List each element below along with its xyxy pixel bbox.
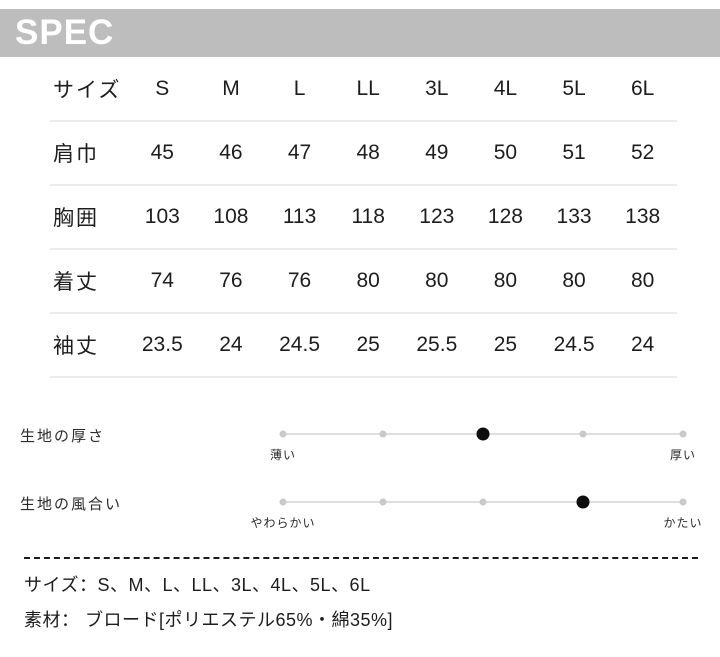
table-cell: 48: [333, 121, 403, 186]
table-cell: 23.5: [128, 313, 197, 378]
scale-step-dot: [279, 498, 287, 506]
table-cell: 128: [471, 185, 540, 250]
table-cell: 24.5: [265, 313, 334, 378]
table-cell: 80: [471, 249, 540, 314]
spec-section-header: SPEC: [0, 9, 720, 57]
column-header-ll: LL: [333, 57, 403, 122]
size-spec-table: サイズ S M L LL 3L 4L 5L 6L 肩巾 45 46 47 48 …: [50, 57, 677, 378]
table-row-sleeve-length: 袖丈 23.5 24 24.5 25 25.5 25 24.5 24: [50, 313, 677, 378]
scale-min-label: やわらかい: [250, 516, 316, 530]
table-cell: 25: [471, 313, 540, 378]
table-cell: 123: [402, 185, 472, 250]
table-header-row: サイズ S M L LL 3L 4L 5L 6L: [50, 57, 677, 122]
table-cell: 80: [402, 249, 472, 314]
table-cell: 103: [128, 185, 197, 250]
scale-step-dot: [679, 498, 687, 506]
column-header-3l: 3L: [402, 57, 472, 122]
product-notes: サイズ：S、M、L、LL、3L、4L、5L、6L 素材： ブロード[ポリエステル…: [24, 568, 720, 638]
table-cell: 24: [608, 313, 677, 378]
scale-step-dot: [379, 498, 387, 506]
table-cell: 49: [402, 121, 472, 186]
scale-step-dot: [479, 498, 487, 506]
table-cell: 80: [333, 249, 403, 314]
table-cell: 76: [265, 249, 334, 314]
fabric-rating-scales: 生地の厚さ 薄い 厚い 生地の風合い やわらかい かたい: [0, 405, 720, 541]
table-cell: 80: [539, 249, 609, 314]
column-header-5l: 5L: [539, 57, 609, 122]
scale-label: 生地の風合い: [20, 496, 123, 513]
scale-max-label: 厚い: [669, 448, 697, 462]
table-cell: 46: [196, 121, 266, 186]
scale-track: [279, 495, 687, 509]
scale-label: 生地の厚さ: [20, 428, 106, 445]
table-cell: 113: [265, 185, 334, 250]
row-label: 袖丈: [50, 313, 128, 378]
scale-max-label: かたい: [663, 516, 703, 530]
table-cell: 108: [196, 185, 266, 250]
table-cell: 24.5: [539, 313, 609, 378]
dashed-divider: [24, 557, 698, 559]
table-cell: 45: [128, 121, 197, 186]
table-cell: 74: [128, 249, 197, 314]
table-cell: 76: [196, 249, 266, 314]
scale-track: [279, 427, 687, 441]
scale-min-label: 薄い: [269, 448, 297, 462]
table-cell: 118: [333, 185, 403, 250]
scale-active-dot: [476, 427, 490, 441]
table-cell: 25: [333, 313, 403, 378]
table-cell: 138: [608, 185, 677, 250]
scale-active-dot: [576, 495, 590, 509]
column-header-s: S: [128, 57, 197, 122]
column-header-m: M: [196, 57, 266, 122]
fabric-thickness-scale: 生地の厚さ 薄い 厚い: [0, 405, 720, 473]
table-cell: 47: [265, 121, 334, 186]
table-cell: 52: [608, 121, 677, 186]
scale-step-dot: [679, 430, 687, 438]
column-header-4l: 4L: [471, 57, 540, 122]
table-cell: 50: [471, 121, 540, 186]
table-cell: 80: [608, 249, 677, 314]
table-cell: 24: [196, 313, 266, 378]
table-cell: 25.5: [402, 313, 472, 378]
table-cell: 51: [539, 121, 609, 186]
table-row-shoulder-width: 肩巾 45 46 47 48 49 50 51 52: [50, 121, 677, 186]
table-row-chest: 胸囲 103 108 113 118 123 128 133 138: [50, 185, 677, 250]
fabric-texture-scale: 生地の風合い やわらかい かたい: [0, 473, 720, 541]
scale-step-dot: [579, 430, 587, 438]
table-cell: 133: [539, 185, 609, 250]
scale-step-dot: [279, 430, 287, 438]
column-header-l: L: [265, 57, 334, 122]
table-row-body-length: 着丈 74 76 76 80 80 80 80 80: [50, 249, 677, 314]
row-label: 肩巾: [50, 121, 128, 186]
row-label: 胸囲: [50, 185, 128, 250]
column-header-6l: 6L: [608, 57, 677, 122]
scale-step-dot: [379, 430, 387, 438]
column-header-size: サイズ: [50, 57, 128, 122]
material-note: 素材： ブロード[ポリエステル65%・綿35%]: [24, 610, 394, 630]
size-list-note: サイズ：S、M、L、LL、3L、4L、5L、6L: [24, 575, 371, 595]
row-label: 着丈: [50, 249, 128, 314]
